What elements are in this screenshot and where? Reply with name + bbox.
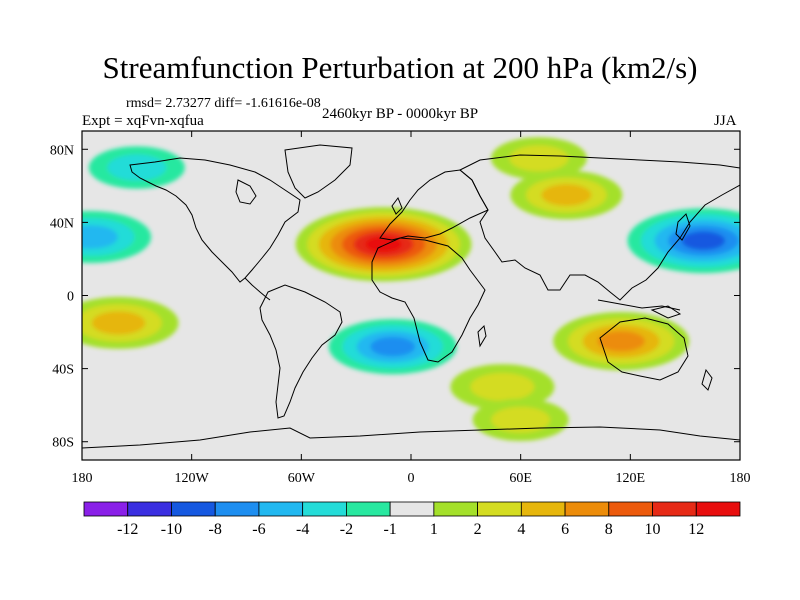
colorbar-label: -10 (161, 521, 182, 538)
anomaly-contour (370, 337, 416, 357)
coast-antarctica (82, 426, 740, 449)
colorbar-swatch (608, 501, 653, 517)
colorbar-label: -12 (117, 521, 138, 538)
anomaly-contour (597, 330, 645, 352)
x-tick-label: 0 (408, 471, 415, 486)
x-tick-label: 120E (616, 471, 646, 486)
colorbar-swatch (695, 501, 741, 517)
anomaly-contour (365, 236, 403, 253)
coast-asia (459, 154, 740, 301)
colorbar-swatch (127, 501, 172, 517)
colorbar-label: -1 (383, 521, 396, 538)
x-tick-label: 180 (72, 471, 93, 486)
colorbar-label: 8 (605, 521, 613, 538)
colorbar-swatch (83, 501, 129, 517)
rmsd-diff-stats: rmsd= 2.73277 diff= -1.61616e-08 (126, 96, 321, 111)
colorbar-swatch (258, 501, 304, 517)
coast-australia (599, 317, 689, 381)
colorbar-label: 10 (645, 521, 661, 538)
coast-hudson-bay (235, 179, 257, 205)
colorbar-label: 2 (474, 521, 482, 538)
colorbar-swatch (214, 501, 260, 517)
y-tick-label: 80N (50, 143, 74, 158)
axes: 180 120W 60W 0 60E 120E 180 80N 40N 0 40S 80S (50, 131, 751, 486)
colorbar-swatch (652, 501, 697, 517)
x-tick-label: 180 (730, 471, 751, 486)
coast-south-america (259, 284, 343, 419)
colorbar-label: 12 (688, 521, 704, 538)
anomaly-contour (91, 311, 146, 335)
experiment-label: Expt = xqFvn-xqfua (82, 113, 204, 129)
coast-africa (371, 237, 486, 363)
colorbar-swatch (564, 501, 610, 517)
colorbar-label: -6 (252, 521, 265, 538)
x-tick-label: 60E (509, 471, 532, 486)
coast-indonesia (597, 299, 681, 311)
coast-madagascar (477, 324, 487, 348)
coast-british-isles (391, 196, 403, 215)
coast-japan (675, 213, 691, 241)
y-tick-label: 40N (50, 216, 74, 231)
colorbar-label: 1 (430, 521, 438, 538)
coast-greenland (284, 144, 353, 199)
colorbar-label: -4 (296, 521, 309, 538)
colorbar-label: -8 (209, 521, 222, 538)
anomaly-contour (541, 184, 592, 206)
y-tick-label: 0 (67, 290, 74, 305)
colorbar-swatch (520, 501, 566, 517)
anomaly-contour (509, 145, 569, 172)
colorbar-swatch (477, 501, 522, 517)
coastlines (82, 144, 740, 449)
anomaly-contour (491, 406, 551, 433)
plot-background (82, 131, 740, 460)
anomaly-contour (107, 154, 167, 181)
colorbar-label: 4 (517, 521, 525, 538)
season-label: JJA (714, 113, 737, 129)
anomaly-contour (82, 225, 118, 249)
coast-central-america (244, 277, 271, 301)
y-tick-label: 40S (52, 363, 74, 378)
coast-new-guinea (650, 305, 682, 319)
chart-title: Streamfunction Perturbation at 200 hPa (… (102, 50, 698, 85)
colorbar-swatch (171, 501, 216, 517)
x-tick-label: 60W (288, 471, 316, 486)
anomaly-contour (470, 372, 535, 401)
contour-fields (82, 137, 740, 441)
coast-new-zealand (701, 368, 713, 391)
colorbar-swatch (389, 501, 435, 517)
colorbar-label: 6 (561, 521, 569, 538)
y-tick-label: 80S (52, 436, 74, 451)
x-tick-label: 120W (175, 471, 210, 486)
colorbar-swatch (345, 501, 391, 517)
anomaly-contour (681, 231, 726, 250)
colorbar: -12 -10 -8 -6 -4 -2 -1 1 2 4 6 8 10 12 (83, 501, 741, 538)
period-label: 2460kyr BP - 0000kyr BP (322, 106, 479, 122)
colorbar-swatch (302, 501, 347, 517)
colorbar-swatch (433, 501, 479, 517)
colorbar-label: -2 (340, 521, 353, 538)
